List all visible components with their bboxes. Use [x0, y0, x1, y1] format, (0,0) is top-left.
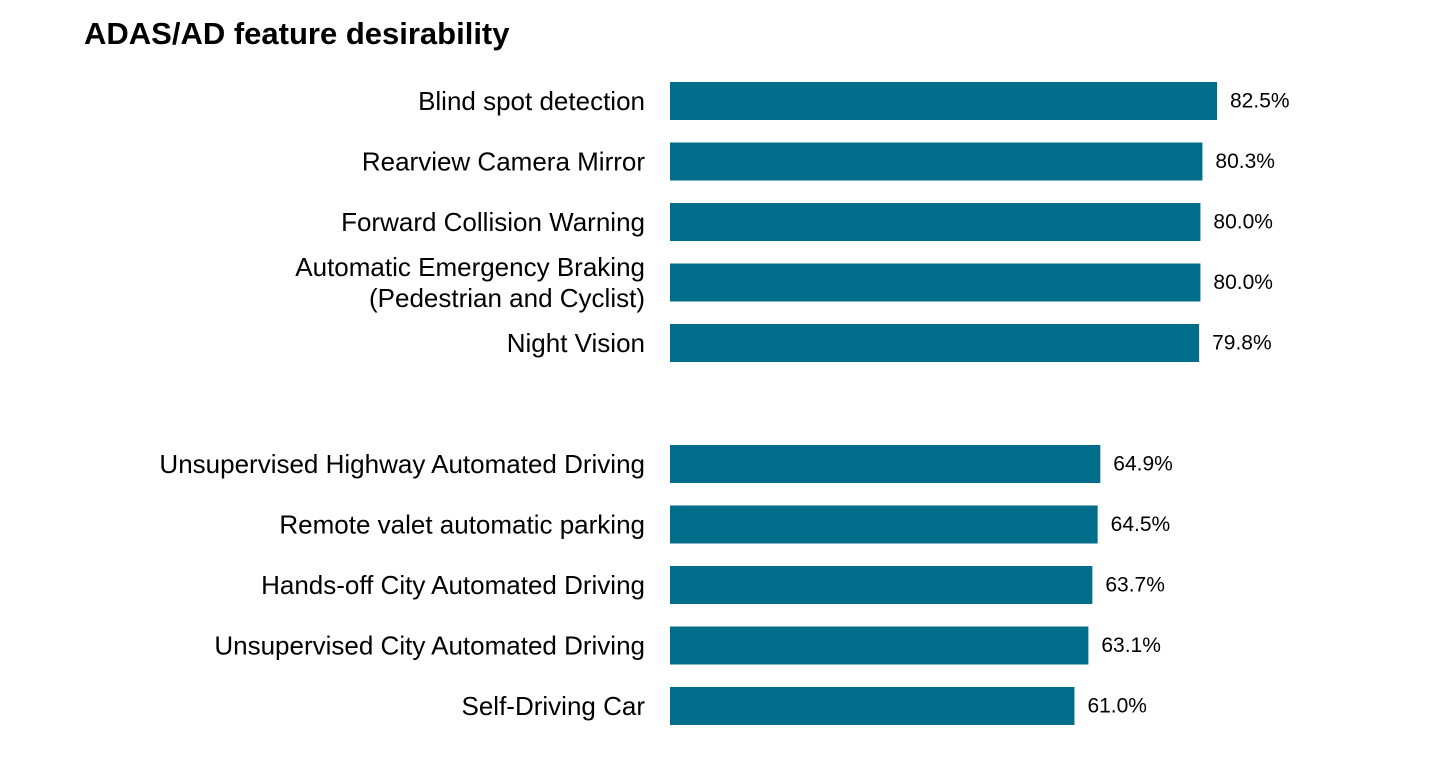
category-label-5: Unsupervised Highway Automated Driving [159, 449, 645, 479]
value-label-0: 82.5% [1230, 90, 1290, 113]
value-label-5: 64.9% [1113, 453, 1173, 476]
category-label-9: Self-Driving Car [462, 691, 646, 721]
value-label-4: 79.8% [1212, 332, 1272, 355]
bar-6 [670, 505, 1098, 544]
bar-8 [670, 626, 1089, 665]
bar-1 [670, 142, 1203, 181]
category-label-3: Automatic Emergency Braking (Pedestrian a… [295, 252, 645, 313]
bars-layer: 82.5% Blind spot detection 80.3% Rearview C… [159, 82, 1290, 725]
bar-3 [670, 263, 1201, 302]
bar-0 [670, 82, 1217, 120]
value-label-8: 63.1% [1101, 634, 1161, 657]
bar-7 [670, 566, 1093, 604]
bar-5 [670, 445, 1101, 483]
category-label-2: Forward Collision Warning [341, 207, 645, 237]
chart-title: ADAS/AD feature desirability [84, 16, 510, 51]
bar-4 [670, 324, 1200, 362]
category-label-0: Blind spot detection [418, 86, 645, 116]
category-label-7: Hands-off City Automated Driving [261, 570, 645, 600]
category-label-8: Unsupervised City Automated Driving [214, 631, 645, 661]
value-label-9: 61.0% [1087, 695, 1147, 718]
value-label-6: 64.5% [1111, 513, 1171, 536]
category-label-1: Rearview Camera Mirror [362, 147, 645, 177]
value-label-1: 80.3% [1215, 150, 1275, 173]
bar-9 [670, 687, 1075, 725]
value-label-7: 63.7% [1105, 574, 1165, 597]
bar-2 [670, 203, 1201, 241]
category-label-6: Remote valet automatic parking [279, 510, 645, 540]
value-label-3: 80.0% [1213, 271, 1273, 294]
value-label-2: 80.0% [1213, 211, 1273, 234]
category-label-4: Night Vision [507, 328, 645, 358]
